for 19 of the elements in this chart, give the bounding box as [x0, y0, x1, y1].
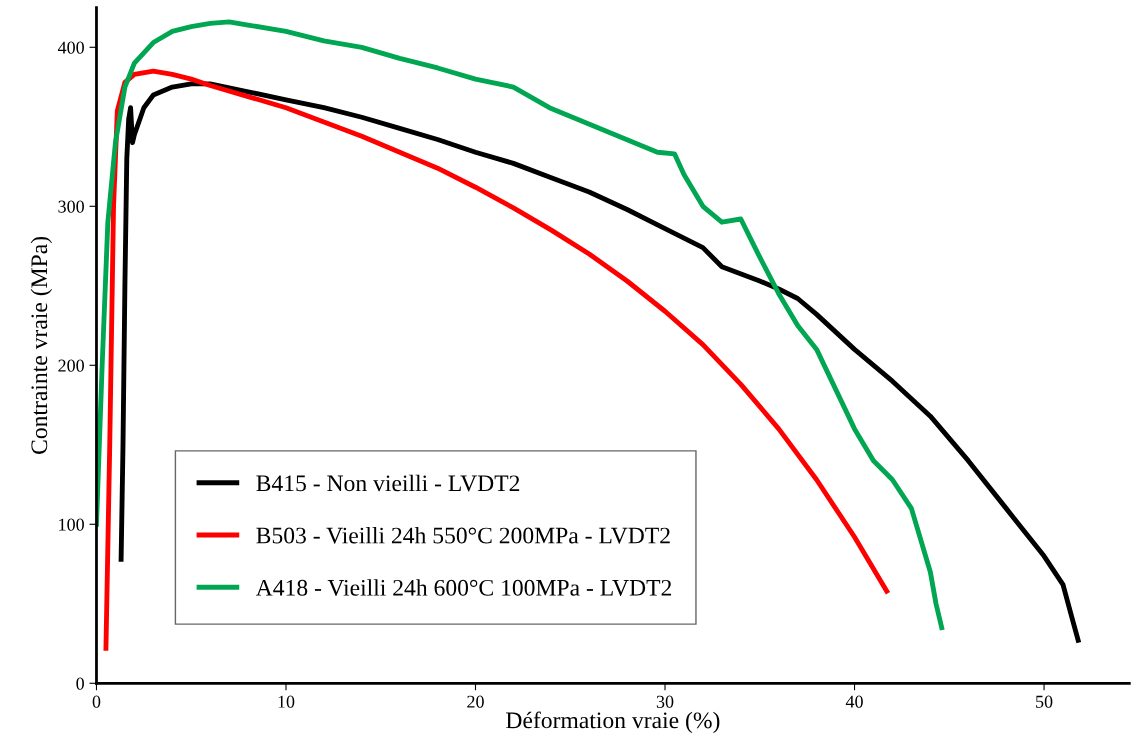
- y-tick-label: 400: [57, 41, 84, 54]
- line-series: [103, 68, 890, 651]
- x-tick-label: 40: [845, 695, 863, 708]
- line-series: [118, 81, 1081, 643]
- x-tick-label: 20: [467, 695, 484, 708]
- line-series: [96, 19, 945, 631]
- x-tick-label: 10: [278, 695, 295, 708]
- y-axis-title: Contrainte vraie (MPa): [30, 236, 53, 454]
- x-tick-label: 0: [92, 695, 101, 708]
- legend-label: B415 - Non vieilli - LVDT2: [256, 474, 520, 492]
- x-tick-label: 30: [656, 695, 674, 708]
- legend-label: B503 - Vieilli 24h 550°C 200MPa - LVDT2: [256, 526, 670, 544]
- x-axis-title: Déformation vraie (%): [506, 711, 720, 734]
- y-tick-label: 200: [58, 359, 84, 372]
- y-tick-label: 100: [59, 518, 84, 531]
- y-tick-label: 0: [76, 677, 84, 690]
- x-tick-label: 50: [1036, 695, 1053, 708]
- y-tick-label: 300: [58, 200, 84, 213]
- legend-label: A418 - Vieilli 24h 600°C 100MPa - LVDT2: [255, 579, 672, 596]
